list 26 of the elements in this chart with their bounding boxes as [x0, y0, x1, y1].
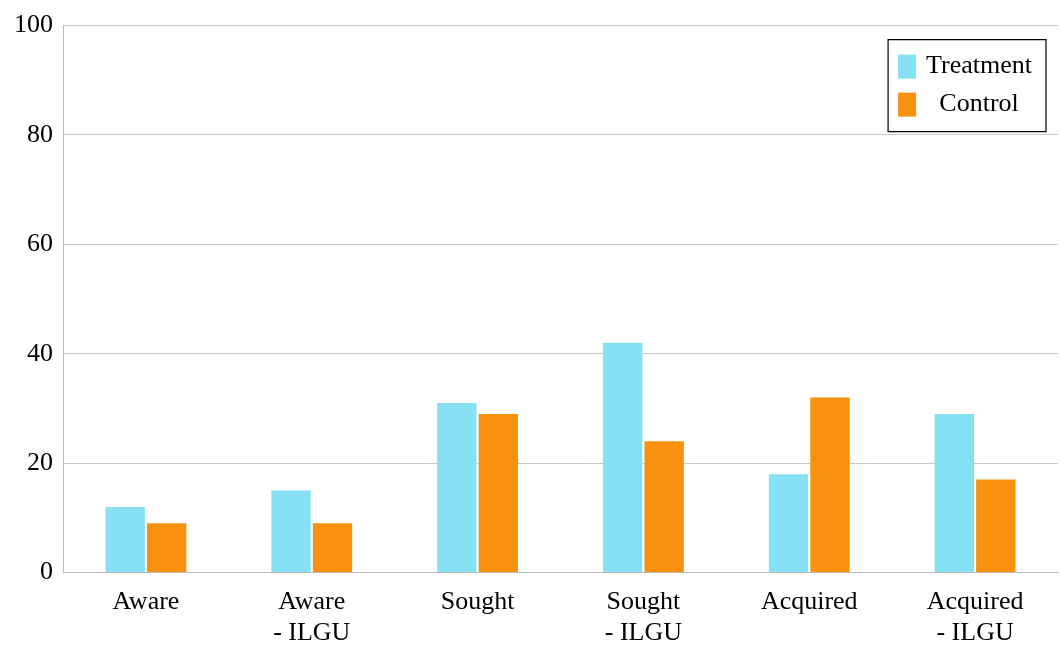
bar: [312, 523, 353, 573]
x-tick-label: Aware - ILGU: [273, 586, 351, 647]
bar: [271, 490, 311, 573]
y-tick-label: 20: [27, 447, 53, 477]
legend-label: Control: [939, 88, 1019, 118]
x-tick-label: Sought: [440, 586, 516, 616]
bar: [810, 397, 850, 573]
y-tick-label: 60: [27, 228, 53, 258]
bar: [976, 479, 1016, 573]
x-tick-label: Acquired: [760, 586, 858, 616]
x-tick-label: Acquired - ILGU: [926, 586, 1024, 647]
legend-label: Treatment: [926, 50, 1033, 80]
y-tick-label: 40: [27, 337, 53, 367]
x-tick-label: Aware: [112, 586, 180, 616]
bar: [105, 506, 145, 573]
x-tick-label: Sought - ILGU: [604, 586, 683, 647]
bar: [768, 474, 809, 573]
bar: [934, 413, 975, 573]
bar: [478, 413, 519, 573]
bar: [644, 441, 684, 573]
bar: [437, 403, 477, 573]
y-tick-label: 100: [14, 9, 53, 39]
bar: [603, 342, 643, 573]
y-tick-label: 0: [40, 556, 53, 586]
y-tick-label: 80: [27, 118, 53, 148]
bar: [146, 523, 187, 573]
